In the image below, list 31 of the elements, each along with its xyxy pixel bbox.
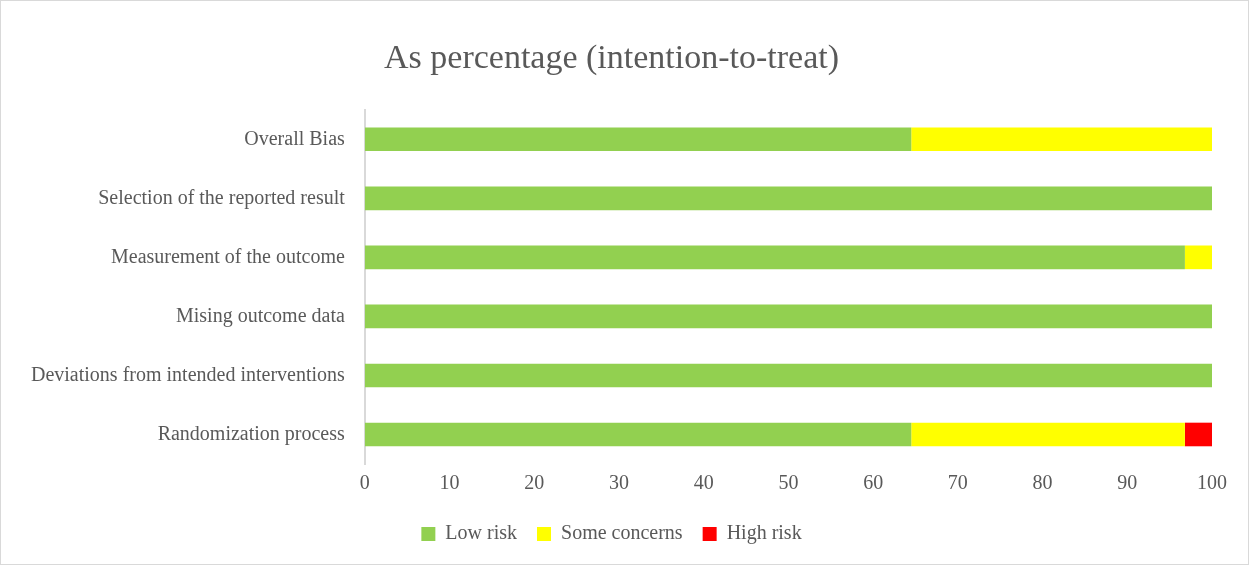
x-tick-label: 80	[1032, 471, 1053, 494]
bar	[1184, 245, 1212, 270]
x-tick-label: 90	[1117, 471, 1138, 494]
bar	[364, 127, 912, 152]
bar	[364, 186, 1212, 211]
bar	[364, 363, 1212, 388]
x-tick-label: 0	[359, 471, 370, 494]
bar	[364, 304, 1212, 329]
bar	[1184, 422, 1212, 447]
x-tick-label: 30	[608, 471, 629, 494]
y-tick-label: Randomization process	[157, 421, 346, 445]
x-tick-label: 100	[1197, 471, 1227, 494]
bar	[364, 245, 1185, 270]
x-tick-label: 50	[778, 471, 799, 494]
legend-label: Some concerns	[561, 521, 683, 544]
y-tick-label: Overall Bias	[244, 126, 346, 149]
y-tick-label: Measurement of the outcome	[111, 244, 345, 267]
x-tick-label: 10	[439, 471, 460, 494]
legend-label: High risk	[726, 521, 802, 545]
legend-label: Low risk	[445, 521, 518, 544]
bar	[911, 127, 1212, 152]
x-tick-label: 40	[693, 471, 714, 494]
x-tick-label: 70	[947, 471, 968, 494]
x-tick-label: 60	[863, 471, 884, 494]
y-tick-label: Selection of the reported result	[98, 185, 346, 209]
bar	[911, 422, 1185, 447]
x-tick-label: 20	[524, 471, 545, 494]
chart-title: As percentage (intention-to-treat)	[383, 38, 840, 77]
y-tick-label: Deviations from intended interventions	[30, 362, 346, 385]
y-tick-label: Mising outcome data	[175, 303, 345, 327]
bar	[364, 422, 912, 447]
